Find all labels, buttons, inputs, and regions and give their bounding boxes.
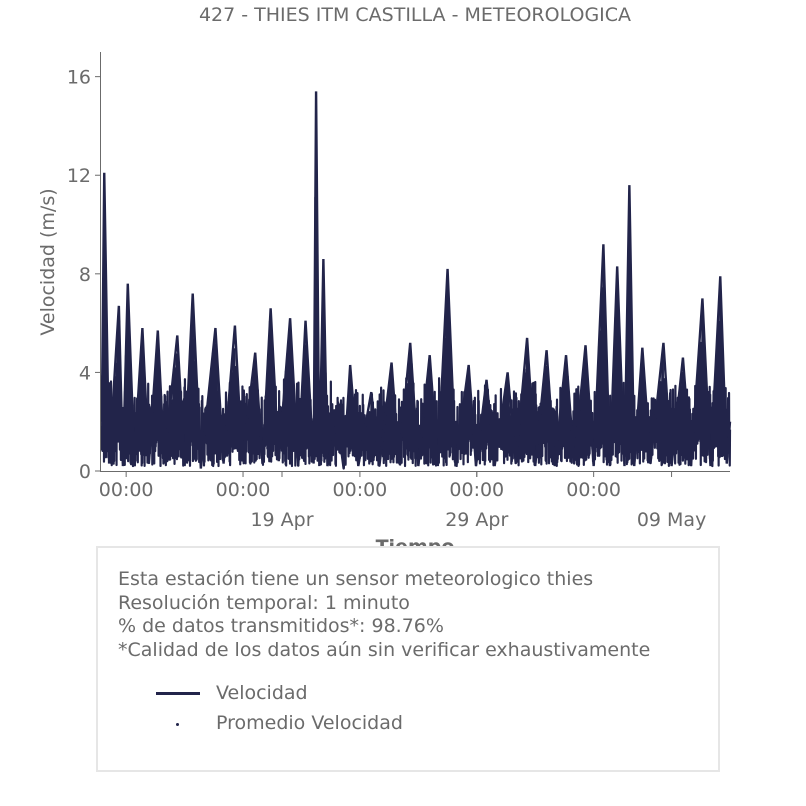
legend-label-promedio: Promedio Velocidad (216, 712, 403, 734)
info-text: Esta estación tiene un sensor meteorolog… (118, 568, 650, 662)
y-tick-label: 16 (67, 67, 91, 89)
chart: 427 - THIES ITM CASTILLA - METEOROLOGICA… (37, 4, 732, 558)
chart-title: 427 - THIES ITM CASTILLA - METEOROLOGICA (199, 4, 631, 26)
legend-dot-swatch (176, 723, 179, 726)
y-axis-label: Velocidad (m/s) (37, 188, 59, 335)
info-transmitted: % de datos transmitidos*: 98.76% (118, 615, 444, 637)
x-tick-label-time: 00:00 (449, 479, 504, 501)
info-quality: *Calidad de los datos aún sin verificar … (118, 638, 651, 661)
x-tick-label-date: 09 May (637, 509, 707, 531)
legend-label-velocidad: Velocidad (216, 682, 308, 704)
legend-line-swatch (156, 692, 200, 695)
series-line-velocidad-peaks (100, 91, 732, 469)
info-resolution: Resolución temporal: 1 minuto (118, 591, 410, 614)
y-tick-label: 8 (79, 264, 91, 286)
info-box: Esta estación tiene un sensor meteorolog… (96, 546, 720, 772)
x-ticks: 00:00 00:00 00:00 00:00 00:00 19 Apr 29 Apr 09 … (99, 471, 707, 531)
series-layer (100, 91, 732, 470)
x-tick-label-time: 00:00 (99, 479, 154, 501)
y-tick-label: 12 (67, 165, 91, 187)
x-tick-label-time: 00:00 (333, 479, 388, 501)
y-tick-label: 4 (79, 362, 91, 384)
x-tick-label-date: 19 Apr (250, 509, 313, 531)
y-ticks: 0 4 8 12 16 (67, 67, 101, 483)
info-sensor: Esta estación tiene un sensor meteorolog… (118, 568, 594, 590)
x-tick-label-date: 29 Apr (445, 509, 508, 531)
x-tick-label-time: 00:00 (216, 479, 271, 501)
x-tick-label-time: 00:00 (566, 479, 621, 501)
y-tick-label: 0 (79, 461, 91, 483)
